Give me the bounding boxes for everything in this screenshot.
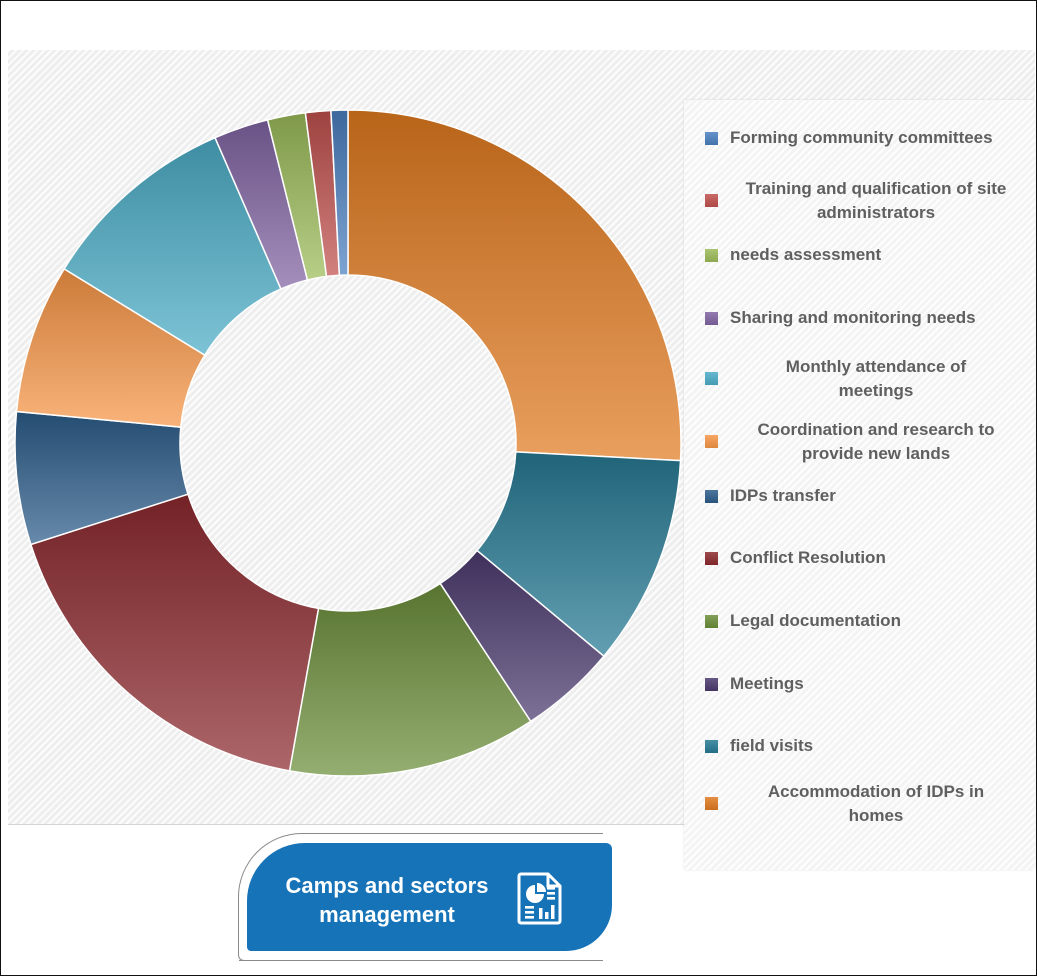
legend-label: Monthly attendance of meetings [730, 355, 1022, 403]
legend-label: Legal documentation [730, 609, 1022, 633]
legend-label-line: Sharing and monitoring needs [730, 308, 976, 327]
legend-swatch [705, 132, 718, 145]
legend-label-line: Training and qualification of site [745, 179, 1007, 198]
slice-accommodation-of-idps-in-homes [347, 109, 682, 462]
legend-swatch [705, 490, 718, 503]
legend-label-line: Accommodation of IDPs in [767, 782, 985, 801]
legend-label-line: provide new lands [801, 444, 951, 463]
legend-label: Sharing and monitoring needs [730, 306, 1022, 330]
legend-label: field visits [730, 734, 1022, 758]
legend-label-line: Conflict Resolution [730, 548, 886, 567]
slice-conflict-resolution [29, 493, 320, 772]
legend-swatch [705, 249, 718, 262]
legend-label: IDPs transfer [730, 484, 1022, 508]
legend-swatch [705, 435, 718, 448]
legend-swatch [705, 552, 718, 565]
legend-label: Accommodation of IDPs in homes [730, 780, 1022, 828]
legend-label-line: Monthly attendance of [785, 357, 967, 376]
slice-field-visits [476, 451, 682, 658]
legend-label-line: meetings [838, 381, 914, 400]
report-chart-icon [517, 872, 562, 925]
legend-label-line: Forming community committees [730, 128, 993, 147]
legend-swatch [705, 372, 718, 385]
legend-swatch [705, 740, 718, 753]
legend-label-line: Coordination and research to [757, 420, 995, 439]
donut-chart [14, 109, 682, 777]
badge-title: Camps and sectors management [267, 871, 507, 929]
legend-label: needs assessment [730, 243, 1022, 267]
slice-forming-community-committees [330, 109, 349, 277]
legend-label: Coordination and research to provide new … [730, 418, 1022, 466]
legend-label-line: IDPs transfer [730, 486, 836, 505]
legend-label-line: needs assessment [730, 245, 882, 264]
legend-label: Conflict Resolution [730, 546, 1022, 570]
legend-label: Training and qualification of site admini… [730, 177, 1022, 225]
legend-label: Meetings [730, 672, 1022, 696]
badge-outline [238, 833, 603, 961]
legend-swatch [705, 615, 718, 628]
legend-swatch [705, 312, 718, 325]
legend-label-line: Meetings [730, 674, 804, 693]
chart-legend: Forming community committees Training and… [684, 100, 1035, 870]
badge-title-line1: Camps and sectors [285, 873, 489, 898]
legend-label-line: Legal documentation [730, 611, 901, 630]
legend-swatch [705, 194, 718, 207]
legend-swatch [705, 678, 718, 691]
section-badge: Camps and sectors management [247, 843, 612, 951]
legend-swatch [705, 797, 718, 810]
legend-label: Forming community committees [730, 126, 1022, 150]
legend-label-line: homes [848, 806, 904, 825]
legend-label-line: administrators [816, 203, 936, 222]
legend-label-line: field visits [730, 736, 814, 755]
badge-title-line2: management [319, 902, 455, 927]
slice-legal-documentation [288, 582, 532, 777]
